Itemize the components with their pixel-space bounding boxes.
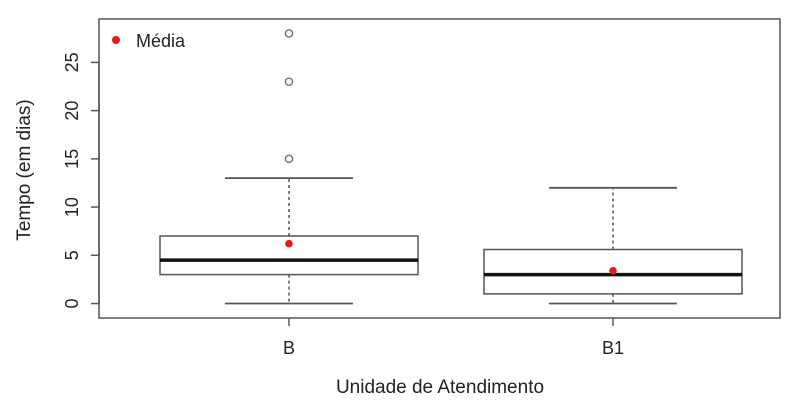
- boxes: [159, 29, 743, 305]
- legend-marker: [112, 36, 120, 44]
- box-B: [159, 29, 419, 305]
- y-tick-label: 20: [62, 101, 82, 121]
- y-tick-label: 10: [62, 197, 82, 217]
- mean-point: [285, 239, 293, 248]
- y-tick-label: 15: [62, 149, 82, 169]
- y-tick-label: 0: [62, 299, 82, 309]
- x-axis-label: Unidade de Atendimento: [336, 377, 544, 398]
- outlier-point: [284, 154, 294, 164]
- box-B1: [483, 186, 743, 305]
- outlier-point: [284, 77, 294, 87]
- x-tick-label: B: [283, 338, 295, 358]
- legend: Média: [112, 31, 186, 51]
- legend-label: Média: [136, 31, 186, 51]
- outlier-point: [284, 29, 294, 38]
- y-axis: 0 5 10 15 20 25: [62, 52, 100, 309]
- y-tick-label: 5: [62, 250, 82, 260]
- x-tick-label: B1: [602, 338, 624, 358]
- mean-point: [609, 266, 617, 275]
- y-tick-label: 25: [62, 52, 82, 72]
- x-axis: B B1: [283, 318, 624, 358]
- y-axis-label: Tempo (em dias): [14, 99, 35, 241]
